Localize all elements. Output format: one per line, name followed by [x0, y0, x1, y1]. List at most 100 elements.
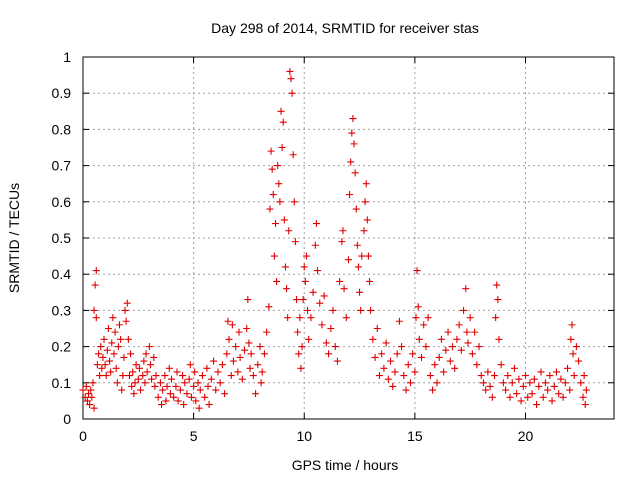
data-point: [245, 339, 253, 347]
data-point: [121, 306, 129, 314]
data-point: [418, 353, 426, 361]
data-point: [581, 401, 589, 409]
data-point: [186, 361, 194, 369]
data-point: [97, 343, 105, 351]
data-point: [162, 397, 170, 405]
data-point: [128, 382, 136, 390]
data-point: [180, 401, 188, 409]
data-point: [400, 372, 408, 380]
data-point: [277, 107, 285, 115]
data-point: [398, 343, 406, 351]
data-point: [196, 386, 204, 394]
data-point: [446, 357, 454, 365]
data-point: [281, 263, 289, 271]
data-point: [475, 343, 483, 351]
data-point: [247, 350, 255, 358]
data-point: [129, 368, 137, 376]
data-point: [333, 357, 341, 365]
data-point: [494, 296, 502, 304]
data-point: [577, 379, 585, 387]
data-point: [311, 241, 319, 249]
data-point: [98, 364, 106, 372]
data-point: [257, 379, 265, 387]
data-point: [414, 303, 422, 311]
data-point: [349, 115, 357, 123]
data-point: [254, 361, 262, 369]
data-point: [145, 343, 153, 351]
data-point: [299, 296, 307, 304]
data-point: [139, 372, 147, 380]
data-point: [109, 314, 117, 322]
data-point: [295, 350, 303, 358]
data-point: [141, 379, 149, 387]
data-point: [371, 353, 379, 361]
data-point: [103, 346, 111, 354]
y-tick-label: 0.1: [52, 375, 72, 391]
y-axis-label: SRMTID / TECUs: [6, 183, 22, 293]
y-tick-label: 0.6: [52, 194, 72, 210]
data-point: [350, 140, 358, 148]
data-point: [339, 227, 347, 235]
data-point: [506, 393, 514, 401]
data-point: [412, 314, 420, 322]
data-point: [284, 314, 292, 322]
data-point: [122, 317, 130, 325]
data-point: [241, 346, 249, 354]
data-point: [362, 180, 370, 188]
data-point: [477, 372, 485, 380]
data-point: [510, 364, 518, 372]
data-point: [142, 350, 150, 358]
data-point: [110, 350, 118, 358]
y-tick-label: 0.9: [52, 85, 72, 101]
data-point: [466, 314, 474, 322]
data-point: [415, 335, 423, 343]
data-point: [473, 361, 481, 369]
data-point: [116, 321, 124, 329]
data-point: [243, 325, 251, 332]
data-point: [131, 379, 139, 387]
x-axis-label: GPS time / hours: [292, 457, 399, 473]
data-point: [287, 75, 295, 83]
y-tick-label: 0: [63, 411, 71, 427]
data-point: [124, 335, 132, 343]
data-point: [297, 364, 305, 372]
data-point: [391, 368, 399, 376]
data-point: [320, 292, 328, 300]
data-point: [305, 335, 313, 343]
data-point: [125, 372, 133, 380]
data-point: [120, 353, 128, 361]
data-point: [288, 89, 296, 97]
data-point: [564, 364, 572, 372]
x-tick-label: 20: [518, 428, 534, 444]
data-point: [406, 379, 414, 387]
data-point: [300, 263, 308, 271]
data-point: [227, 372, 235, 380]
data-point: [378, 350, 386, 358]
data-point: [535, 382, 543, 390]
x-tick-label: 0: [79, 428, 87, 444]
grid-lines: [83, 57, 614, 419]
data-point: [346, 191, 354, 199]
data-point: [190, 382, 198, 390]
chart-title: Day 298 of 2014, SRMTID for receiver sta…: [211, 20, 479, 36]
data-point: [279, 118, 287, 126]
data-point: [316, 299, 324, 307]
data-point: [108, 339, 116, 347]
data-point: [561, 379, 569, 387]
data-point: [557, 375, 565, 383]
data-point: [102, 372, 110, 380]
data-point: [293, 296, 301, 304]
x-tick-label: 10: [296, 428, 312, 444]
data-point: [81, 393, 89, 401]
data-point: [464, 339, 472, 347]
data-point: [88, 393, 96, 401]
data-point: [559, 393, 567, 401]
data-point: [356, 288, 364, 296]
y-tick-label: 1: [63, 49, 71, 65]
data-point: [134, 375, 142, 383]
y-tick-label: 0.3: [52, 302, 72, 318]
data-point: [357, 306, 365, 314]
data-point: [236, 353, 244, 361]
data-point: [273, 277, 281, 285]
data-point: [373, 325, 381, 332]
